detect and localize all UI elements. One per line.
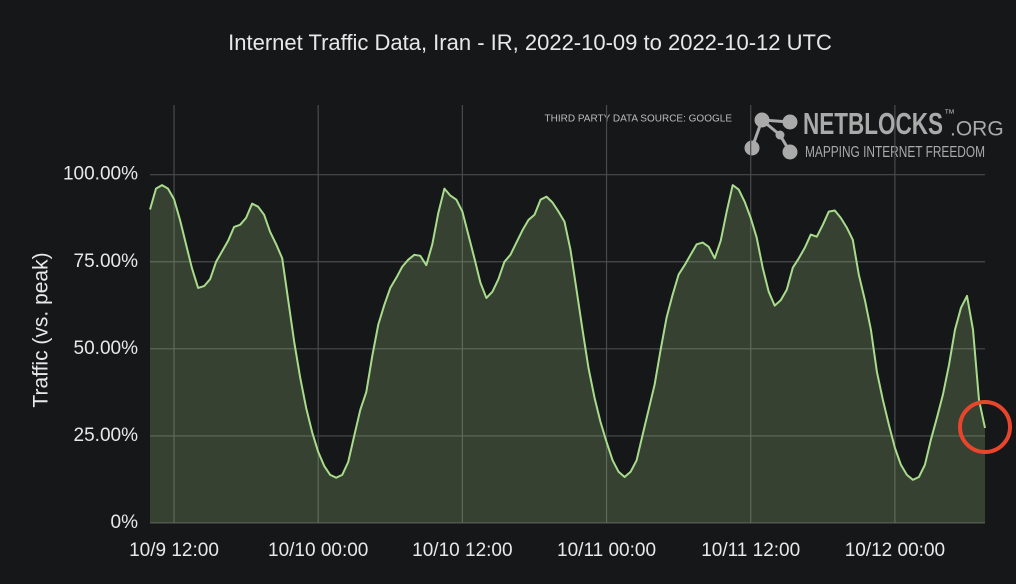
logo-icon [744, 112, 798, 160]
y-tick-label: 100.00% [63, 164, 138, 185]
brand-name: NETBLOCKS [803, 106, 943, 141]
y-tick-label: 0% [111, 512, 139, 533]
grid [150, 105, 985, 524]
brand-tm: ™ [944, 108, 955, 120]
x-tick-label: 10/10 12:00 [412, 540, 512, 561]
y-axis-label: Traffic (vs. peak) [30, 252, 53, 407]
x-tick-label: 10/11 00:00 [557, 540, 656, 561]
x-tick-label: 10/11 12:00 [701, 540, 800, 561]
highlight-circle [958, 400, 1012, 454]
area-fill [150, 185, 985, 523]
source-note: THIRD PARTY DATA SOURCE: GOOGLE [545, 114, 733, 125]
chart-title: Internet Traffic Data, Iran - IR, 2022-1… [228, 30, 832, 55]
traffic-line [149, 184, 986, 481]
x-tick-label: 10/12 00:00 [845, 540, 945, 561]
x-tick-label: 10/10 00:00 [268, 540, 368, 561]
series [149, 184, 986, 523]
brand-suffix: .ORG [950, 118, 1004, 141]
y-tick-label: 25.00% [74, 425, 139, 446]
y-tick-label: 50.00% [74, 338, 139, 359]
x-tick-label: 10/9 12:00 [129, 540, 219, 561]
y-tick-label: 75.00% [74, 251, 139, 272]
